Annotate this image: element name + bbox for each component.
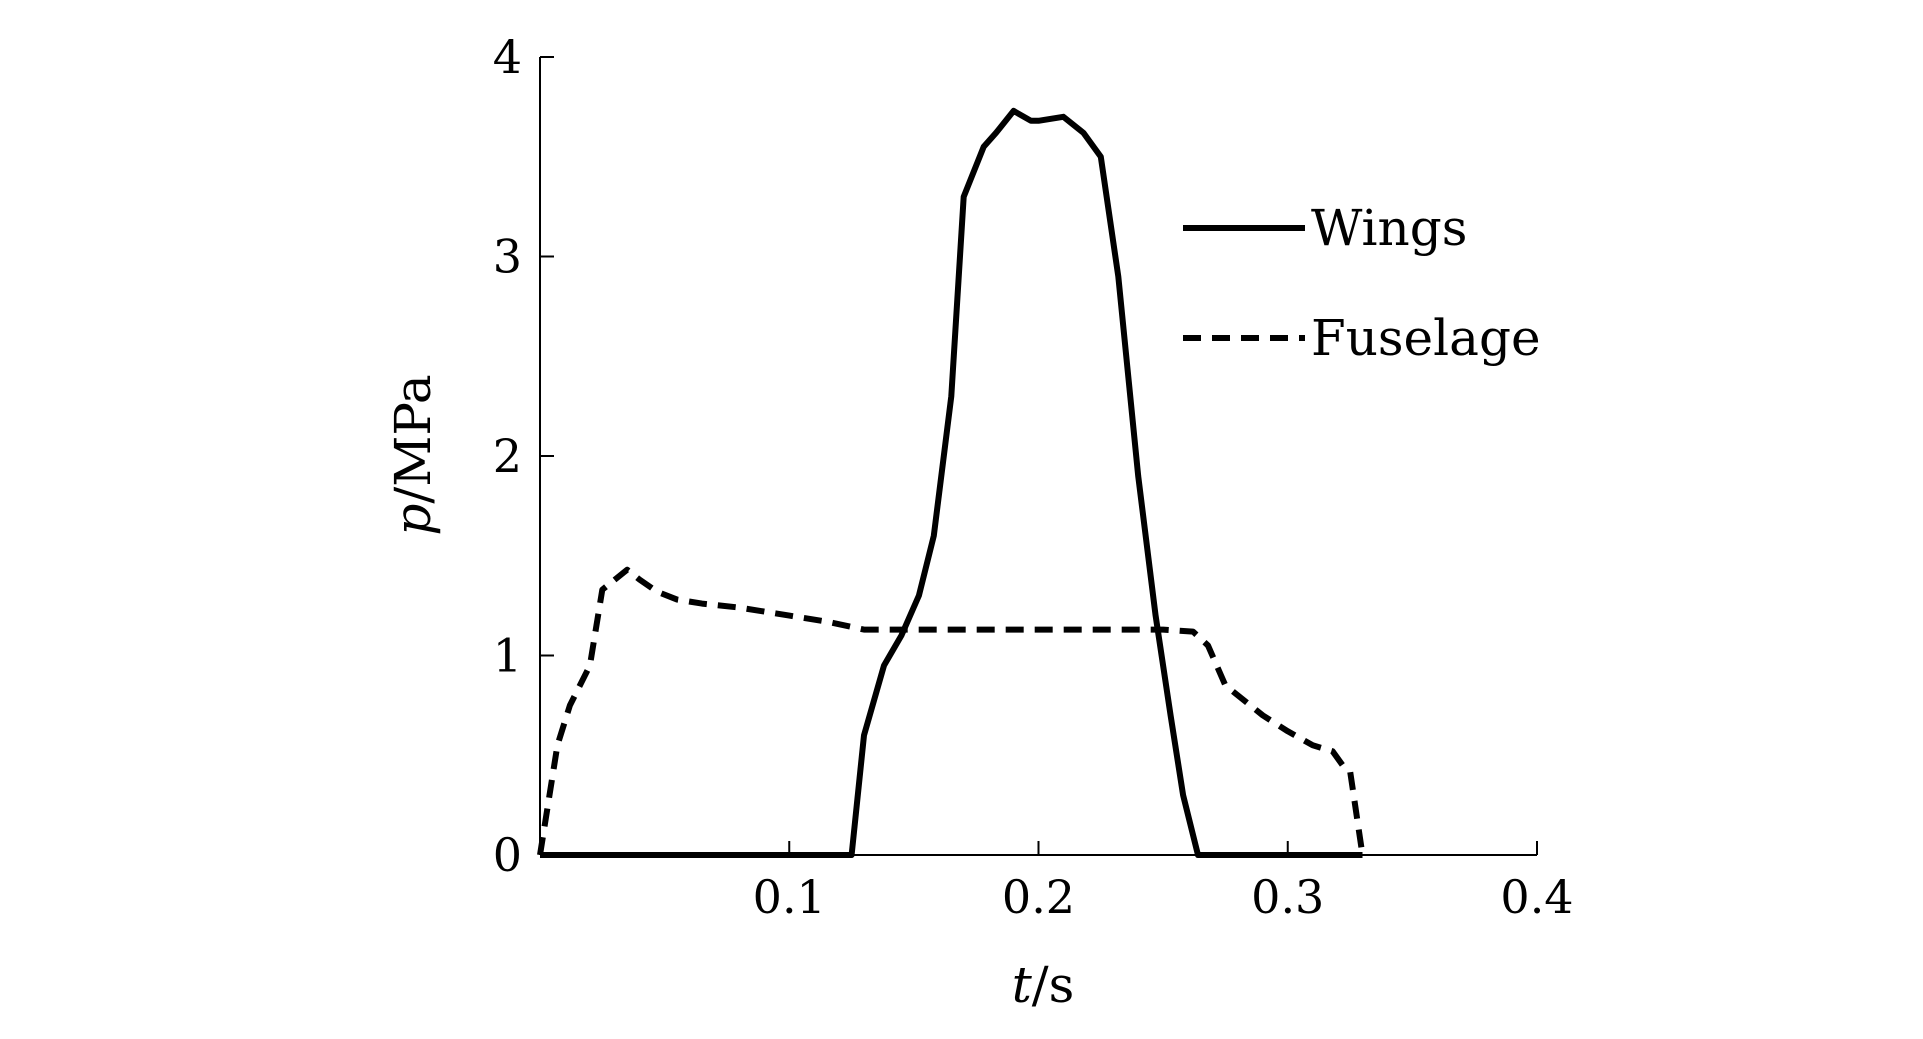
y-tick-label: 3: [493, 230, 522, 284]
x-axis-unit: /s: [1032, 956, 1075, 1014]
axes: 0 1 2 3 4 0.1 0.2 0.3 0.4: [493, 30, 1574, 924]
x-axis-title: t/s: [1012, 956, 1075, 1014]
series-line-wings: [540, 107, 1363, 858]
y-axis-title: p/MPa: [384, 374, 442, 535]
y-axis-variable: p: [384, 504, 442, 536]
y-tick-label: 0: [493, 828, 522, 882]
x-tick-label: 0.3: [1251, 870, 1324, 924]
y-tick-label: 4: [493, 30, 522, 84]
legend-label-wings: Wings: [1311, 199, 1467, 257]
y-tick-label: 2: [493, 429, 522, 483]
x-tick-label: 0.1: [753, 870, 826, 924]
legend: Wings Fuselage: [1183, 199, 1541, 367]
y-axis-unit: /MPa: [384, 374, 442, 503]
legend-label-fuselage: Fuselage: [1311, 309, 1541, 367]
y-tick-label: 1: [493, 629, 522, 683]
x-axis-variable: t: [1012, 956, 1033, 1014]
x-tick-label: 0.2: [1002, 870, 1075, 924]
series-group: [537, 107, 1366, 858]
x-tick-label: 0.4: [1500, 870, 1573, 924]
series-line-fuselage: [537, 566, 1366, 856]
